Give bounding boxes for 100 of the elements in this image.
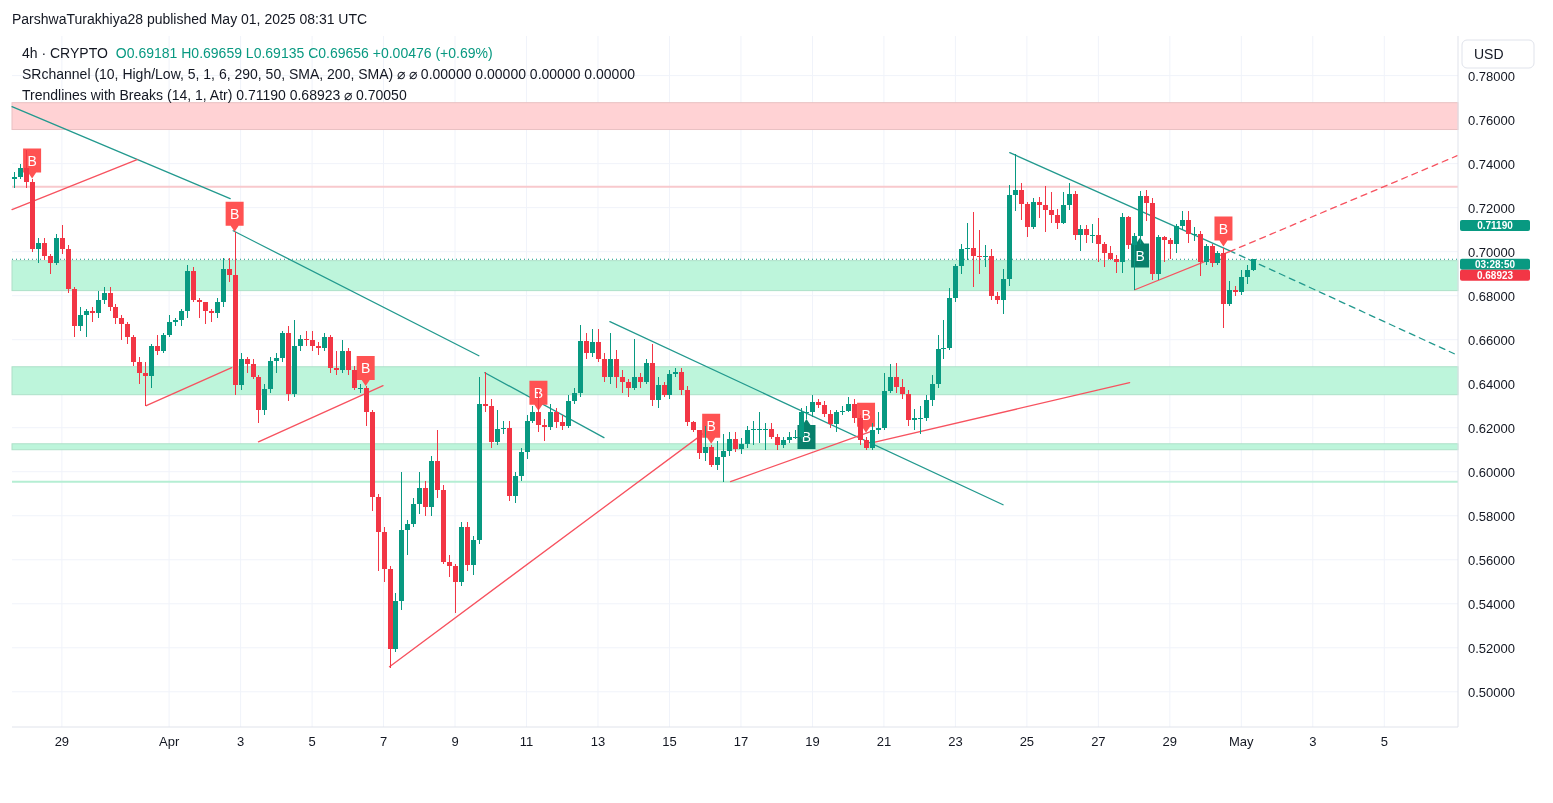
candlestick	[900, 378, 905, 400]
candlestick	[227, 257, 232, 283]
candlestick	[113, 303, 118, 325]
x-tick-label: May	[1229, 734, 1255, 749]
candlestick	[48, 253, 53, 275]
candlestick	[84, 308, 89, 338]
candlestick	[1043, 185, 1048, 233]
x-tick-label: 29	[1162, 734, 1178, 749]
x-tick-label: 21	[876, 734, 892, 749]
candlestick	[834, 409, 839, 433]
candlestick	[888, 363, 893, 393]
candlestick	[423, 480, 428, 517]
candlestick	[1049, 191, 1054, 224]
candlestick	[1037, 196, 1042, 219]
y-tick-label: 0.54000	[1468, 596, 1515, 612]
candlestick	[215, 297, 220, 319]
y-tick-label: 0.60000	[1468, 464, 1515, 480]
candlestick	[1162, 235, 1167, 263]
candlestick	[1204, 243, 1209, 266]
x-tick-label: 3	[1309, 734, 1317, 749]
candlestick	[852, 398, 857, 424]
candlestick	[304, 330, 309, 347]
candlestick	[405, 519, 410, 556]
candlestick	[554, 407, 559, 429]
x-tick-label: 5	[1380, 734, 1388, 749]
x-tick-label: Apr	[158, 734, 180, 749]
candlestick	[596, 328, 601, 363]
candlestick	[352, 365, 357, 391]
candlestick	[1055, 208, 1060, 230]
candlestick	[542, 418, 547, 442]
candlestick	[1174, 223, 1179, 254]
y-tick-label: 0.72000	[1468, 200, 1515, 216]
candlestick	[548, 403, 553, 431]
candlestick	[1132, 232, 1137, 291]
candlestick	[143, 361, 148, 407]
candlestick	[12, 171, 17, 189]
candlestick	[930, 374, 935, 407]
text: 0.71190	[1477, 220, 1514, 232]
candlestick	[108, 286, 113, 312]
candlestick	[876, 411, 881, 435]
y-tick-label: 0.76000	[1468, 112, 1515, 128]
candlestick	[60, 224, 65, 255]
y-tick-label: 0.64000	[1468, 376, 1515, 392]
annotation: B	[229, 205, 240, 222]
candlestick	[274, 352, 279, 374]
candlestick	[1227, 280, 1232, 307]
candlestick	[632, 338, 637, 391]
annotation: B	[1218, 220, 1229, 237]
candlestick	[447, 554, 452, 578]
candlestick	[894, 362, 899, 393]
candlestick	[733, 431, 738, 453]
annotation: B	[27, 152, 37, 169]
candlestick	[310, 330, 315, 352]
candlestick	[602, 352, 607, 382]
candlestick	[24, 149, 29, 189]
candlestick	[870, 422, 875, 451]
x-tick-label: 7	[379, 734, 388, 749]
candlestick	[1180, 210, 1185, 231]
candlestick	[167, 314, 172, 338]
candlestick	[513, 471, 518, 504]
candlestick	[1061, 191, 1066, 225]
candlestick	[709, 444, 714, 468]
annotation: B	[861, 406, 871, 423]
candlestick	[203, 301, 208, 325]
text: 0.68923	[1476, 269, 1514, 281]
candlestick	[667, 370, 672, 400]
candlestick	[119, 314, 124, 341]
annotation: B	[706, 417, 716, 434]
x-tick-label: 27	[1091, 734, 1106, 749]
candlestick	[125, 321, 130, 345]
text: 4h · CRYPTO	[22, 45, 108, 61]
candlestick	[96, 290, 101, 319]
text: ParshwaTurakhiya28 published May 01, 2025 08:31 UTC	[12, 11, 368, 27]
candlestick	[411, 497, 416, 528]
x-tick-label: 17	[733, 734, 749, 749]
x-tick-label: 25	[1019, 734, 1035, 749]
candlestick	[495, 409, 500, 446]
candlestick	[745, 425, 750, 449]
candlestick	[679, 367, 684, 396]
y-tick-label: 0.74000	[1468, 156, 1515, 172]
y-tick-label: 0.50000	[1468, 684, 1515, 700]
candlestick	[42, 237, 47, 261]
candlestick	[1144, 189, 1149, 222]
candlestick	[501, 420, 506, 435]
candlestick	[483, 371, 488, 413]
y-tick-label: 0.70000	[1468, 244, 1515, 260]
candlestick	[1025, 201, 1030, 238]
annotation: Trendlines with Breaks (14, 1, Atr) 0.71190 0.68923 ⌀ 0.70050	[22, 87, 407, 103]
candlestick	[1067, 182, 1072, 211]
candlestick	[262, 383, 267, 416]
candlestick	[620, 370, 625, 393]
x-tick-label: 23	[948, 734, 963, 749]
candlestick	[614, 349, 619, 389]
candlestick	[1192, 226, 1197, 242]
x-tick-label: 29	[54, 734, 70, 749]
candlestick	[1001, 268, 1006, 315]
candlestick	[453, 563, 458, 614]
candlestick	[977, 229, 982, 275]
candlestick	[1168, 237, 1173, 260]
text: 03:28:50	[1474, 258, 1516, 270]
